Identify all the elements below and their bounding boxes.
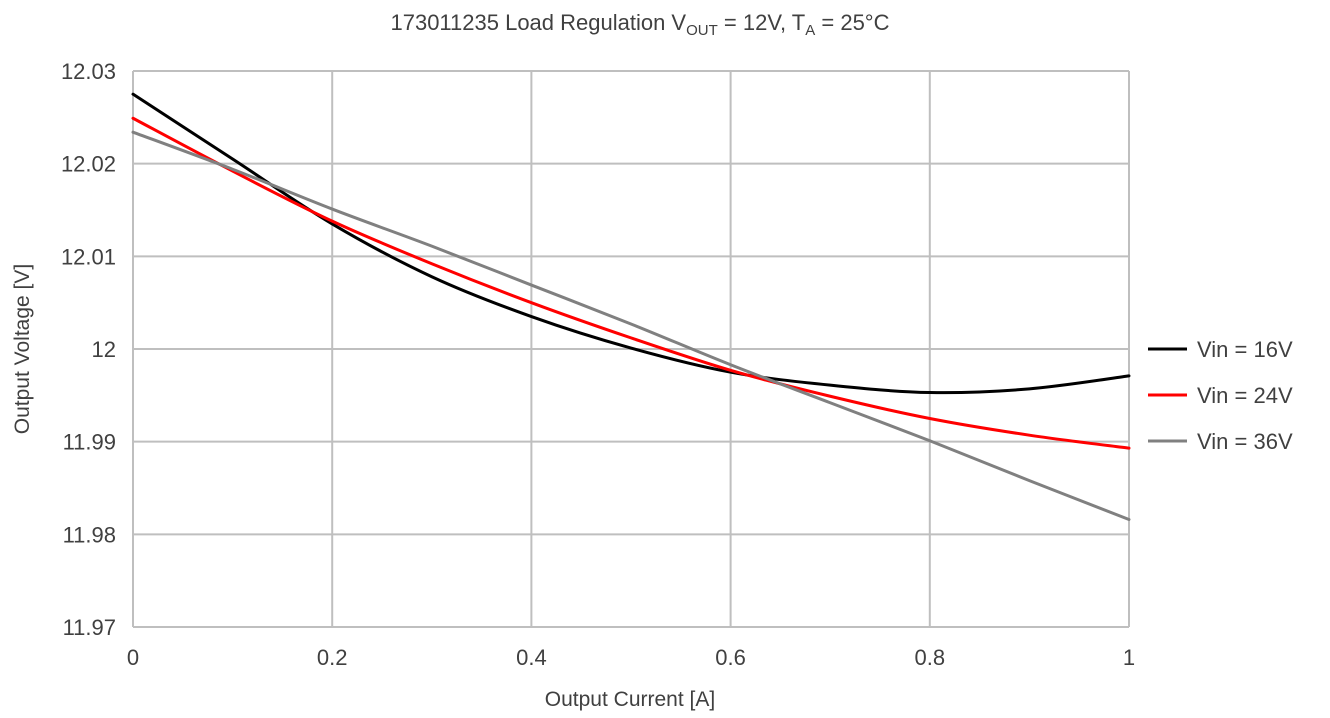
legend-label: Vin = 24V — [1197, 383, 1293, 408]
legend: Vin = 16V Vin = 24V Vin = 36V — [1148, 337, 1293, 454]
x-axis-label: Output Current [A] — [545, 688, 715, 711]
y-axis-ticks: 11.97 11.98 11.99 12 12.01 12.02 12.03 — [61, 59, 116, 640]
y-tick-label: 12.01 — [61, 244, 116, 269]
legend-item: Vin = 24V — [1148, 383, 1293, 408]
legend-label: Vin = 16V — [1197, 337, 1293, 362]
grid — [132, 70, 1130, 628]
chart-title: 173011235 Load Regulation VOUT = 12V, TA… — [390, 10, 889, 39]
y-axis-label: Output Voltage [V] — [11, 264, 34, 434]
y-tick-label: 11.99 — [63, 430, 116, 455]
y-tick-label: 11.98 — [63, 522, 116, 547]
x-axis-ticks: 0 0.2 0.4 0.6 0.8 1 — [127, 645, 1135, 670]
x-tick-label: 0.8 — [915, 645, 946, 670]
x-tick-label: 0.6 — [715, 645, 746, 670]
y-tick-label: 12 — [92, 337, 116, 362]
series-line-3 — [131, 130, 1131, 522]
legend-label: Vin = 36V — [1197, 429, 1293, 454]
x-tick-label: 0.4 — [516, 645, 547, 670]
y-tick-label: 11.97 — [63, 615, 116, 640]
x-tick-label: 1 — [1123, 645, 1135, 670]
series-line-1 — [131, 92, 1131, 395]
x-tick-label: 0.2 — [317, 645, 348, 670]
y-tick-label: 12.02 — [61, 152, 116, 177]
x-tick-label: 0 — [127, 645, 139, 670]
y-tick-label: 12.03 — [61, 59, 116, 84]
legend-item: Vin = 36V — [1148, 429, 1293, 454]
legend-item: Vin = 16V — [1148, 337, 1293, 362]
series-line-2 — [131, 116, 1131, 450]
series-lines — [131, 92, 1131, 522]
